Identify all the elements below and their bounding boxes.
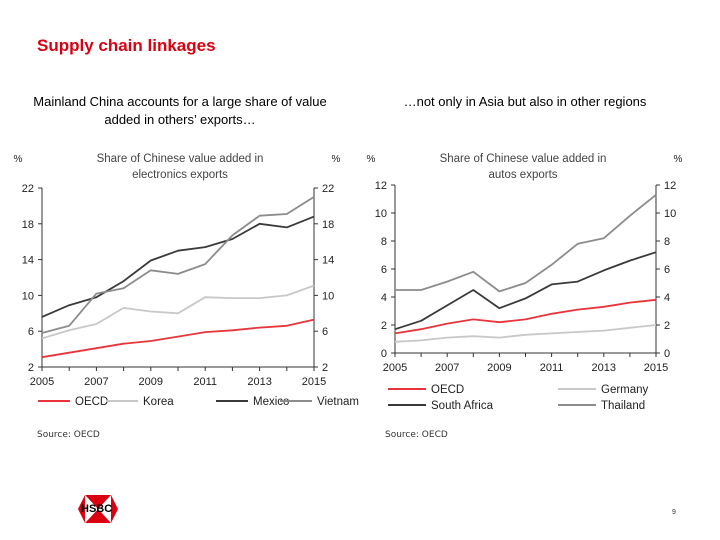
y-tick-label-right: 4: [664, 292, 670, 304]
left-source-note: Source: OECD: [37, 430, 100, 440]
y-tick-label-right: 2: [322, 362, 328, 374]
y-tick-label-right: 10: [664, 208, 676, 220]
y-tick-label-right: 2: [664, 320, 670, 332]
series-line-germany: [394, 324, 657, 343]
y-tick-label-right: 14: [322, 255, 334, 267]
legend-label-mexico: Mexico: [253, 396, 289, 408]
y-tick-label-left: 0: [381, 348, 387, 360]
series-line-korea: [41, 284, 315, 340]
x-tick-label: 2015: [302, 376, 326, 388]
y-tick-label-right: 18: [322, 219, 334, 231]
y-tick-label-left: 2: [28, 362, 34, 374]
y-axis-unit-left: %: [367, 154, 376, 165]
y-axis-unit-right: %: [674, 154, 683, 165]
y-tick-label-right: 22: [322, 183, 334, 195]
x-tick-label: 2009: [139, 376, 163, 388]
y-tick-label-left: 2: [381, 320, 387, 332]
x-tick-label: 2009: [487, 362, 511, 374]
series-line-thailand: [395, 194, 657, 293]
x-tick-label: 2005: [383, 362, 407, 374]
right-source-note: Source: OECD: [385, 430, 448, 440]
y-tick-label-left: 22: [22, 183, 34, 195]
chart-title-line-1: Share of Chinese value added in: [97, 153, 264, 165]
series-line-mexico: [41, 215, 315, 318]
series-line-oecd: [394, 298, 657, 335]
y-tick-label-right: 6: [664, 264, 670, 276]
right-chart-caption: …not only in Asia but also in other regi…: [403, 94, 647, 109]
left-chart-caption: Mainland China accounts for a large shar…: [33, 94, 327, 127]
hsbc-hexagon-left-fill: [78, 495, 85, 523]
x-tick-label: 2007: [435, 362, 459, 374]
y-tick-label-left: 18: [22, 219, 34, 231]
series-line-south-africa: [394, 251, 657, 331]
chart-title-line-2: electronics exports: [132, 169, 228, 181]
x-tick-label: 2013: [247, 376, 271, 388]
x-tick-label: 2011: [193, 376, 217, 388]
y-axis-unit-right: %: [332, 154, 341, 165]
series-line-oecd: [41, 318, 315, 359]
y-tick-label-left: 6: [28, 326, 34, 338]
y-tick-label-right: 6: [322, 326, 328, 338]
page-number: 9: [672, 509, 676, 516]
x-tick-label: 2015: [644, 362, 668, 374]
hsbc-hexagon-top: [85, 495, 111, 509]
y-tick-label-left: 10: [22, 290, 34, 302]
hsbc-logo: [78, 495, 118, 523]
y-tick-label-right: 12: [664, 180, 676, 192]
y-tick-label-left: 6: [381, 264, 387, 276]
legend-label-vietnam: Vietnam: [317, 396, 359, 408]
y-tick-label-left: 10: [375, 208, 387, 220]
legend-label-oecd: OECD: [431, 384, 464, 396]
y-tick-label-right: 10: [322, 290, 334, 302]
y-tick-label-left: 8: [381, 236, 387, 248]
autos-chart: Share of Chinese value added in autos exp…: [367, 153, 683, 412]
chart-title-line-2: autos exports: [488, 169, 557, 181]
hsbc-hexagon-bottom: [85, 509, 111, 523]
x-tick-label: 2013: [592, 362, 616, 374]
chart-title-line-1: Share of Chinese value added in: [440, 153, 607, 165]
y-tick-label-right: 0: [664, 348, 670, 360]
x-tick-label: 2007: [84, 376, 108, 388]
y-tick-label-left: 12: [375, 180, 387, 192]
legend-label-thailand: Thailand: [601, 400, 645, 412]
slide-title: Supply chain linkages: [37, 36, 216, 55]
legend-label-korea: Korea: [143, 396, 174, 408]
x-tick-label: 2005: [30, 376, 54, 388]
hsbc-logo-text: HSBC: [81, 503, 113, 515]
y-tick-label-left: 4: [381, 292, 387, 304]
y-tick-label-left: 14: [22, 255, 34, 267]
y-axis-unit-left: %: [14, 154, 23, 165]
hsbc-hexagon-right-fill: [111, 495, 118, 523]
y-tick-label-right: 8: [664, 236, 670, 248]
x-tick-label: 2011: [540, 362, 564, 374]
electronics-chart: Share of Chinese value added in electroni…: [14, 153, 359, 408]
series-line-vietnam: [41, 196, 315, 334]
legend-label-oecd: OECD: [75, 396, 108, 408]
legend-label-south-africa: South Africa: [431, 400, 494, 412]
legend-label-germany: Germany: [601, 384, 649, 396]
